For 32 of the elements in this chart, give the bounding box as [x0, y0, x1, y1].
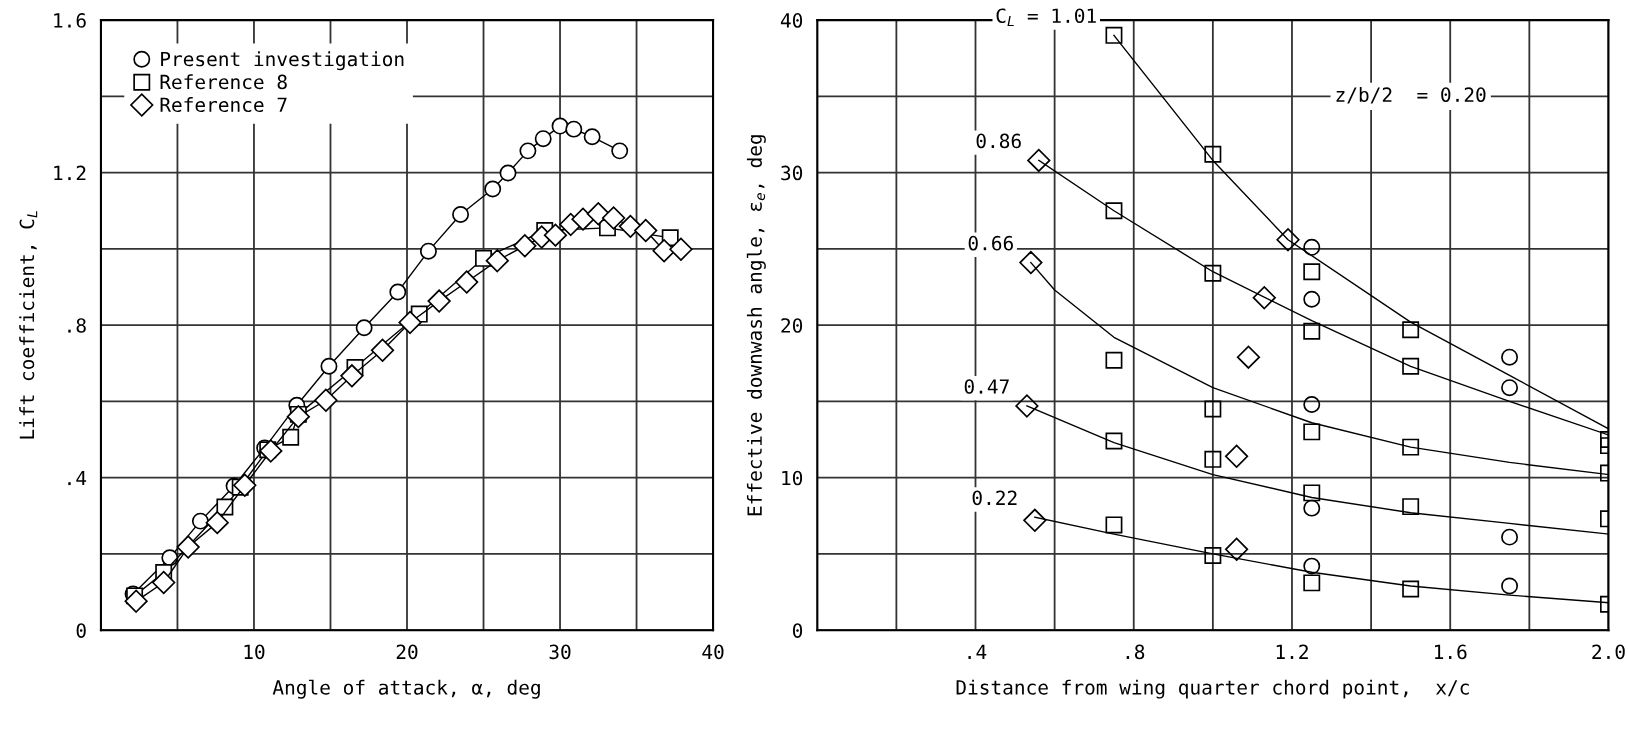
- y-tick-label: 1.6: [54, 13, 86, 28]
- x-tick-label: 1.6: [1435, 644, 1467, 660]
- legend-label: Present investigation: [161, 51, 404, 71]
- y-axis-title: Lift coefficient, C$_{L}$: [19, 211, 38, 439]
- series-label: 0.47: [964, 379, 1009, 394]
- x-axis-title: Distance from wing quarter chord point, x/c: [956, 679, 1469, 699]
- x-tick-label: 1.2: [1276, 644, 1308, 659]
- y-tick-label: 1.2: [54, 165, 86, 181]
- x-tick-label: .4: [968, 644, 987, 659]
- y-tick-label: 0: [792, 623, 803, 638]
- y-tick-label: 0: [76, 623, 86, 638]
- series-label: 0.22: [972, 490, 1017, 506]
- y-tick-label: .8: [68, 318, 86, 333]
- x-tick-label: 30: [549, 644, 571, 660]
- series-label: 0.66: [968, 235, 1013, 251]
- x-tick-label: 20: [396, 644, 418, 660]
- legend-label: Reference 7: [160, 97, 287, 113]
- x-axis-title: Angle of attack, α, deg: [272, 679, 540, 699]
- series-label: C$_{L}$ = 1.01: [996, 8, 1096, 26]
- y-tick-label: .4: [68, 470, 87, 486]
- y-axis-title: Effective downwash angle, ε$_{e}$, deg: [746, 135, 766, 516]
- legend-label: Reference 8: [160, 74, 287, 90]
- x-tick-label: 40: [702, 644, 724, 660]
- series-label: 0.86: [976, 133, 1021, 149]
- x-tick-label: 10: [244, 644, 265, 660]
- y-tick-label: 20: [781, 318, 803, 333]
- x-tick-label: 2.0: [1592, 644, 1625, 660]
- y-tick-label: 10: [782, 470, 803, 486]
- y-tick-label: 30: [781, 165, 803, 181]
- x-tick-label: .8: [1126, 644, 1145, 660]
- y-tick-label: 40: [780, 13, 803, 28]
- annotation: z/b/2 = 0.20: [1336, 86, 1486, 104]
